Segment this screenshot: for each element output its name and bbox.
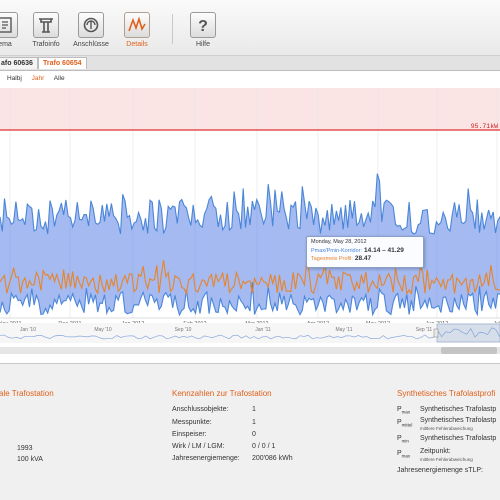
- toolbar-schema-button[interactable]: ema: [0, 12, 35, 48]
- scrollbar-track[interactable]: [0, 347, 500, 354]
- chart-panel: 95.71kW Nov 2011Dec 2011Jan 2012Feb 2012…: [0, 71, 500, 364]
- range-selector: Halbj Jahr Alle: [7, 75, 73, 82]
- station-year: 1993: [17, 445, 33, 452]
- range-jahr-button[interactable]: Jahr: [31, 75, 45, 82]
- range-alle-button[interactable]: Alle: [53, 75, 65, 82]
- toolbar-help-button[interactable]: ? Hilfe: [173, 12, 233, 48]
- station-title: ale Trafostation: [0, 389, 54, 398]
- tab-trafo-60654[interactable]: Trafo 60654: [38, 57, 87, 69]
- kennzahl-label: Anschlussobjekte:: [172, 406, 229, 413]
- navigator-handle[interactable]: [433, 328, 439, 338]
- navigator-tick-label: Jan '11: [255, 327, 271, 333]
- tooltip-corridor-label: Pmax/Pmin-Korridor:: [311, 248, 363, 254]
- kennzahl-value: 0: [252, 431, 256, 438]
- stlp-title: Synthetisches Trafolastprofi: [397, 389, 496, 398]
- kennzahl-value: 1: [252, 419, 256, 426]
- navigator-window[interactable]: [436, 323, 500, 343]
- kennzahl-value: 200'086 kWh: [252, 455, 293, 462]
- stlp-row-text: Synthetisches Trafolastp: [420, 435, 497, 442]
- range-halbj-button[interactable]: Halbj: [7, 75, 22, 82]
- corridor-max-line: [0, 173, 500, 235]
- load-chart[interactable]: 95.71kW Nov 2011Dec 2011Jan 2012Feb 2012…: [0, 71, 500, 363]
- info-section: ale Trafostation 1993 100 kVA Kennzahlen…: [0, 364, 500, 500]
- threshold-label: 95.71kW: [471, 123, 498, 130]
- schema-icon: [0, 12, 18, 38]
- chart-tooltip: Monday, May 28, 2012 Pmax/Pmin-Korridor:…: [306, 236, 424, 268]
- navigator-tick-label: May '10: [94, 327, 112, 333]
- stlp-row-text: Zeitpunkt:: [420, 448, 451, 455]
- stlp-row-text: Synthetisches Trafolastp: [420, 406, 497, 413]
- kennzahl-label: Einspeiser:: [172, 431, 207, 438]
- chart-icon: [124, 12, 150, 38]
- stlp-row-note: mittlere Fehlerabweichung: [420, 457, 473, 462]
- overload-zone: [0, 88, 500, 130]
- scrollbar-thumb[interactable]: [441, 347, 497, 354]
- toolbar-details-button[interactable]: Details: [107, 12, 167, 48]
- tooltip-date: Monday, May 28, 2012: [311, 239, 367, 245]
- toolbar-label: Details: [126, 41, 148, 48]
- tab-trafo-60636[interactable]: afo 60636: [0, 57, 38, 69]
- stlp-footer: Jahresenergiemenge sTLP:: [397, 467, 483, 474]
- stlp-row-text: Synthetisches Trafolastp: [420, 417, 497, 424]
- kennzahl-label: Messpunkte:: [172, 419, 212, 426]
- navigator[interactable]: [0, 323, 500, 343]
- navigator-tick-label: May '11: [336, 327, 353, 333]
- stlp-symbol: Pmittel: [397, 419, 413, 428]
- profile-line: [0, 260, 500, 296]
- tooltip-profile-value: 28.47: [354, 255, 372, 262]
- navigator-series: [0, 327, 500, 340]
- stlp-row-note: mittlere Fehlerabweichung: [420, 426, 473, 431]
- toolbar-trafoinfo-button[interactable]: Trafoinfo: [16, 12, 76, 48]
- corridor-area: [0, 173, 500, 315]
- navigator-tick-label: Sep '11: [416, 327, 433, 333]
- navigator-tick-label: Jan '10: [20, 327, 36, 333]
- toolbar: ema Trafoinfo Anschlüsse Details ? Hilfe: [0, 0, 500, 56]
- help-icon: ?: [190, 12, 216, 38]
- toolbar-label: Hilfe: [195, 41, 210, 48]
- kennzahl-label: Jahresenergiemenge:: [172, 455, 240, 462]
- navigator-tick-label: Sep '10: [175, 327, 192, 333]
- kennzahl-label: Wirk / LM / LGM:: [172, 443, 225, 450]
- tooltip-profile-label: Tagesmeis Profil:: [311, 256, 353, 262]
- toolbar-anschluesse-button[interactable]: Anschlüsse: [61, 12, 121, 48]
- toolbar-label: Anschlüsse: [73, 41, 109, 48]
- svg-text:?: ?: [198, 18, 208, 34]
- connections-icon: [78, 12, 104, 38]
- tab-bar: afo 60636 Trafo 60654: [0, 56, 500, 71]
- station-power: 100 kVA: [17, 456, 43, 463]
- toolbar-label: Trafoinfo: [32, 41, 60, 48]
- corridor-min-line: [0, 281, 500, 317]
- toolbar-separator: [172, 14, 173, 44]
- pylon-icon: [33, 12, 59, 38]
- kennzahl-value: 1: [252, 406, 256, 413]
- tooltip-corridor-value: 14.14 – 41.29: [364, 247, 404, 254]
- stlp-symbol: Pmin: [397, 435, 409, 444]
- kennzahl-value: 0 / 0 / 1: [252, 443, 276, 450]
- stlp-symbol: Pmax: [397, 406, 411, 415]
- kennzahlen-title: Kennzahlen zur Trafostation: [172, 389, 272, 398]
- stlp-symbol: Pmax: [397, 450, 411, 459]
- toolbar-label: ema: [0, 41, 12, 48]
